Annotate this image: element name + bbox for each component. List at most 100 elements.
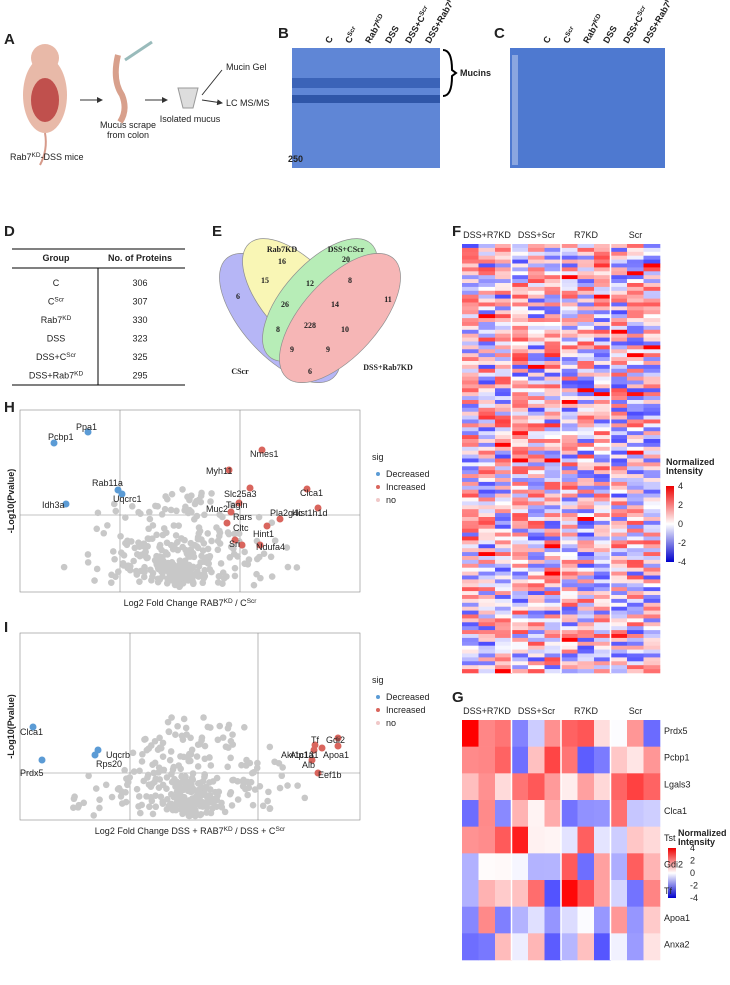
heatmap-cell: [495, 286, 512, 292]
heatmap-cell: [627, 322, 644, 327]
heatmap-cell: [561, 517, 578, 522]
heatmap-cell: [561, 618, 578, 623]
heatmap-cell: [610, 450, 628, 455]
heatmap-cell: [478, 450, 496, 455]
table-cell: Rab7KD: [41, 315, 72, 326]
heatmap-cell: [544, 610, 562, 615]
heatmap-cell: [610, 591, 628, 596]
heatmap-cell: [627, 606, 644, 611]
heatmap-cell: [577, 302, 595, 307]
heatmap-cell: [462, 618, 479, 623]
heatmap-cell: [528, 318, 545, 323]
heatmap-cell: [478, 388, 496, 393]
heatmap-cell: [462, 501, 479, 506]
heatmap-cell: [643, 361, 661, 366]
heatmap-cell: [544, 466, 562, 471]
highlighted-point: [318, 744, 326, 752]
highlighted-point: [334, 734, 342, 742]
heatmap-cell: [495, 567, 512, 572]
heatmap-cell: [528, 583, 545, 588]
point: [142, 735, 149, 743]
heatmap-cell: [544, 314, 562, 319]
heatmap-cell: [462, 450, 479, 455]
heatmap-cell: [528, 368, 545, 373]
heatmap-cell: [478, 302, 496, 307]
point: [96, 796, 103, 803]
heatmap-cell: [462, 583, 479, 588]
heatmap-cell: [462, 649, 479, 654]
heatmap-cell: [594, 626, 611, 631]
highlighted-point: [225, 466, 233, 474]
heatmap-cell: [577, 341, 595, 346]
point: [187, 757, 194, 765]
point: [200, 571, 208, 579]
lane-label: CScr: [561, 25, 579, 45]
heatmap-cell: [462, 513, 479, 518]
heatmap-cell: [544, 286, 562, 292]
heatmap-cell: [478, 653, 496, 658]
heatmap-cell: [528, 431, 545, 436]
heatmap-cell: [594, 275, 611, 280]
heatmap-cell: [643, 669, 661, 674]
point: [165, 728, 173, 735]
heatmap-cell: [544, 528, 562, 533]
heatmap-cell: [594, 279, 611, 284]
point: [180, 715, 188, 723]
heatmap-cell: [462, 275, 479, 280]
heatmap-cell: [594, 400, 611, 405]
heatmap-cell: [643, 532, 661, 537]
heatmap-cell: [528, 906, 545, 934]
heatmap-cell: [462, 318, 479, 323]
heatmap-cell: [643, 661, 661, 666]
heatmap-cell: [511, 556, 529, 561]
heatmap-cell: [610, 396, 628, 401]
heatmap-cell: [462, 415, 479, 420]
heatmap-cell: [561, 634, 578, 639]
heatmap-cell: [627, 552, 644, 557]
heatmap-cell: [511, 259, 529, 264]
point: [128, 502, 136, 510]
heatmap-cell: [643, 853, 661, 881]
heatmap-cell: [643, 622, 661, 627]
point: [182, 773, 189, 780]
heatmap-cell: [594, 540, 611, 545]
heatmap-cell: [495, 314, 512, 319]
heatmap-cell: [478, 333, 496, 338]
heatmap-cell: [511, 446, 529, 451]
table-cell: 323: [132, 334, 147, 344]
heatmap-cell: [495, 478, 512, 483]
heatmap-cell: [495, 275, 512, 280]
heatmap-cell: [610, 880, 628, 907]
heatmap-cell: [577, 325, 595, 331]
heatmap-cell: [528, 298, 545, 303]
point: [227, 737, 235, 745]
point: [265, 788, 272, 796]
heatmap-cell: [544, 720, 562, 747]
highlighted-point: [231, 536, 239, 544]
heatmap-cell: [577, 450, 595, 455]
heatmap-cell: [528, 310, 545, 315]
heatmap-cell: [478, 634, 496, 639]
heatmap-cell: [544, 637, 562, 643]
heatmap-cell: [528, 341, 545, 346]
gene-label: Idh3a: [42, 500, 65, 510]
region-count: 26: [281, 300, 289, 309]
point: [241, 723, 248, 731]
heatmap-cell: [577, 563, 595, 568]
heatmap-cell: [544, 411, 562, 416]
heatmap-cell: [594, 345, 611, 350]
gel-image: [510, 48, 665, 168]
heatmap-cell: [478, 853, 496, 881]
heatmap-cell: [643, 458, 661, 463]
heatmap-cell: [462, 606, 479, 611]
heatmap-cell: [544, 310, 562, 315]
heatmap-cell: [544, 298, 562, 303]
heatmap-cell: [511, 423, 529, 428]
heatmap-cell: [627, 489, 644, 494]
heatmap-cell: [511, 746, 529, 774]
heatmap-cell: [594, 653, 611, 658]
heatmap-cell: [627, 349, 644, 354]
region-count: 8: [276, 325, 280, 334]
heatmap-cell: [610, 244, 628, 249]
heatmap-cell: [610, 513, 628, 518]
